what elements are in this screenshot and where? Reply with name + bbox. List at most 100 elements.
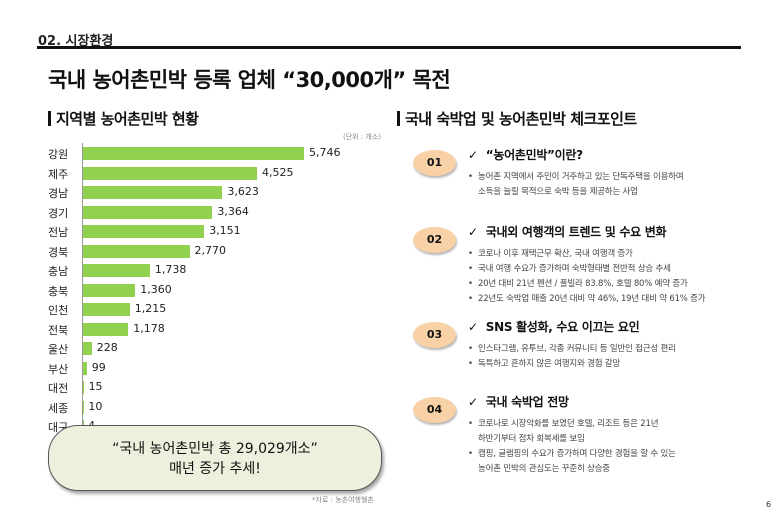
point-title: ✓ SNS 활성화, 수요 이끄는 요인 xyxy=(468,318,640,335)
source-note: *자료 : 농촌여행웰촌 xyxy=(312,496,374,504)
bullet-icon: • xyxy=(468,419,473,429)
bullet-text: 농어촌 지역에서 주민이 거주하고 있는 단독주택을 이용하여 소득을 늘릴 목… xyxy=(478,172,684,197)
category-label: 충남 xyxy=(48,265,69,278)
category-label: 충북 xyxy=(48,284,69,298)
bar xyxy=(83,322,129,336)
value-label: 99 xyxy=(91,360,106,374)
bullet-icon: • xyxy=(468,249,473,259)
bullet-text: 코로나 이후 재택근무 확산, 국내 여행객 증가 xyxy=(478,249,633,259)
page-number: 6 xyxy=(766,500,772,509)
check-icon: ✓ xyxy=(468,148,478,162)
bullet-icon: • xyxy=(468,172,473,182)
category-label: 경북 xyxy=(48,245,69,259)
point-bullet: • 20년 대비 21년 펜션 / 풀빌라 83.8%, 호텔 80% 예약 증가 xyxy=(468,277,688,292)
point-bullet: • 코로나 이후 재택근무 확산, 국내 여행객 증가 xyxy=(468,247,633,262)
value-label: 1,215 xyxy=(134,302,167,315)
right-heading-text: 국내 숙박업 및 농어촌민박 체크포인트 xyxy=(405,110,637,128)
bullet-icon: • xyxy=(468,294,473,304)
bar xyxy=(83,225,205,238)
bullet-icon: • xyxy=(468,359,473,369)
point-bullet: • 코로나로 시장악화를 보였던 호텔, 리조트 등은 21년 하반기부터 점차 … xyxy=(468,417,659,447)
value-label: 3,623 xyxy=(227,185,259,198)
bar xyxy=(83,166,258,180)
callout-line1: “국내 농어촌민박 총 29,029개소” xyxy=(112,441,318,457)
bullet-icon: • xyxy=(468,264,473,274)
total-callout: “국내 농어촌민박 총 29,029개소” 매년 증가 추세! xyxy=(48,425,382,491)
value-label: 15 xyxy=(88,380,103,393)
bar xyxy=(83,147,304,160)
category-label: 제주 xyxy=(48,167,69,181)
value-label: 2,770 xyxy=(194,243,227,257)
point-bullet: • 캠핑, 글램핑의 수요가 증가하며 다양한 경험을 할 수 있는 농어촌 민박… xyxy=(468,447,676,477)
bullet-icon: • xyxy=(468,449,473,459)
point-bullet: • 농어촌 지역에서 주민이 거주하고 있는 단독주택을 이용하여 소득을 늘릴 … xyxy=(468,170,684,200)
bullet-text: 인스타그램, 유투브, 각종 커뮤니티 등 일반인 접근성 편리 xyxy=(478,344,676,354)
value-label: 10 xyxy=(88,399,103,413)
point-bullet: • 22년도 숙박업 매출 20년 대비 약 46%, 19년 대비 약 61% … xyxy=(468,292,706,307)
point-title-text: “농어촌민박”이란? xyxy=(485,148,583,162)
bullet-text: 국내 여행 수요가 증가하며 숙박형태별 전반적 상승 추세 xyxy=(478,264,671,274)
point-title-text: SNS 활성화, 수요 이끄는 요인 xyxy=(485,320,640,334)
category-label: 울산 xyxy=(48,343,69,356)
section-label: 02. 시장환경 xyxy=(38,34,114,49)
unit-note: (단위 : 개소) xyxy=(343,133,382,141)
heading-marker xyxy=(397,111,400,126)
bullet-text: 독특하고 흔하지 않은 여행지와 경험 갈망 xyxy=(478,359,621,369)
value-label: 228 xyxy=(96,341,118,354)
bar xyxy=(83,381,84,394)
point-number-badge: 03 xyxy=(413,322,456,348)
callout-line2: 매년 증가 추세! xyxy=(169,461,261,477)
heading-marker xyxy=(48,111,51,126)
category-label: 부산 xyxy=(48,362,69,376)
value-label: 3,364 xyxy=(217,204,249,218)
bullet-icon: • xyxy=(468,344,473,354)
bullet-text: 20년 대비 21년 펜션 / 풀빌라 83.8%, 호텔 80% 예약 증가 xyxy=(478,279,688,289)
category-label: 대전 xyxy=(48,382,69,395)
chart-axis xyxy=(82,143,83,428)
point-bullet: • 독특하고 흔하지 않은 여행지와 경험 갈망 xyxy=(468,357,620,372)
check-icon: ✓ xyxy=(468,320,478,334)
bar xyxy=(83,303,130,316)
bullet-icon: • xyxy=(468,279,473,289)
category-label: 강원 xyxy=(48,148,69,161)
right-heading: 국내 숙박업 및 농어촌민박 체크포인트 xyxy=(397,108,637,129)
value-label: 1,738 xyxy=(154,263,187,276)
value-label: 1,178 xyxy=(133,321,165,335)
value-label: 5,746 xyxy=(309,146,341,159)
check-icon: ✓ xyxy=(468,225,478,239)
left-heading: 지역별 농어촌민박 현황 xyxy=(48,108,199,129)
value-label: 1,360 xyxy=(140,282,172,296)
category-label: 경기 xyxy=(48,206,69,220)
point-title: ✓ 국내외 여행객의 트렌드 및 수요 변화 xyxy=(468,223,667,240)
bar xyxy=(83,186,223,199)
category-label: 인천 xyxy=(48,304,69,317)
section-divider xyxy=(37,46,741,49)
point-title: ✓ 국내 숙박업 전망 xyxy=(468,393,569,410)
bar xyxy=(83,244,190,258)
category-label: 경남 xyxy=(48,187,69,200)
region-bar-chart: 강원 5,746 제주 4,525 경남 3,623 경기 3,364 전남 3,151 경북 2,7… xyxy=(0,0,400,440)
value-label: 3,151 xyxy=(209,224,241,237)
point-title: ✓ “농어촌민박”이란? xyxy=(468,146,583,163)
left-heading-text: 지역별 농어촌민박 현황 xyxy=(56,110,199,128)
point-title-text: 국내 숙박업 전망 xyxy=(485,395,569,409)
bar xyxy=(83,342,92,355)
point-number-badge: 01 xyxy=(413,150,456,176)
bar xyxy=(83,361,87,375)
bullet-text: 코로나로 시장악화를 보였던 호텔, 리조트 등은 21년 하반기부터 점차 회… xyxy=(478,419,659,444)
bar xyxy=(83,283,136,297)
value-label: 4,525 xyxy=(262,165,294,179)
page-title: 국내 농어촌민박 등록 업체 “30,000개” 목전 xyxy=(48,68,451,92)
point-number-badge: 04 xyxy=(413,397,456,423)
bar xyxy=(83,264,150,277)
point-title-text: 국내외 여행객의 트렌드 및 수요 변화 xyxy=(485,225,667,239)
category-label: 전남 xyxy=(48,226,69,239)
bullet-text: 22년도 숙박업 매출 20년 대비 약 46%, 19년 대비 약 61% 증… xyxy=(478,294,706,304)
point-number-badge: 02 xyxy=(413,227,456,253)
bar xyxy=(83,205,213,219)
category-label: 세종 xyxy=(48,401,69,415)
check-icon: ✓ xyxy=(468,395,478,409)
point-bullet: • 인스타그램, 유투브, 각종 커뮤니티 등 일반인 접근성 편리 xyxy=(468,342,676,357)
point-bullet: • 국내 여행 수요가 증가하며 숙박형태별 전반적 상승 추세 xyxy=(468,262,671,277)
bullet-text: 캠핑, 글램핑의 수요가 증가하며 다양한 경험을 할 수 있는 농어촌 민박의… xyxy=(478,449,676,474)
